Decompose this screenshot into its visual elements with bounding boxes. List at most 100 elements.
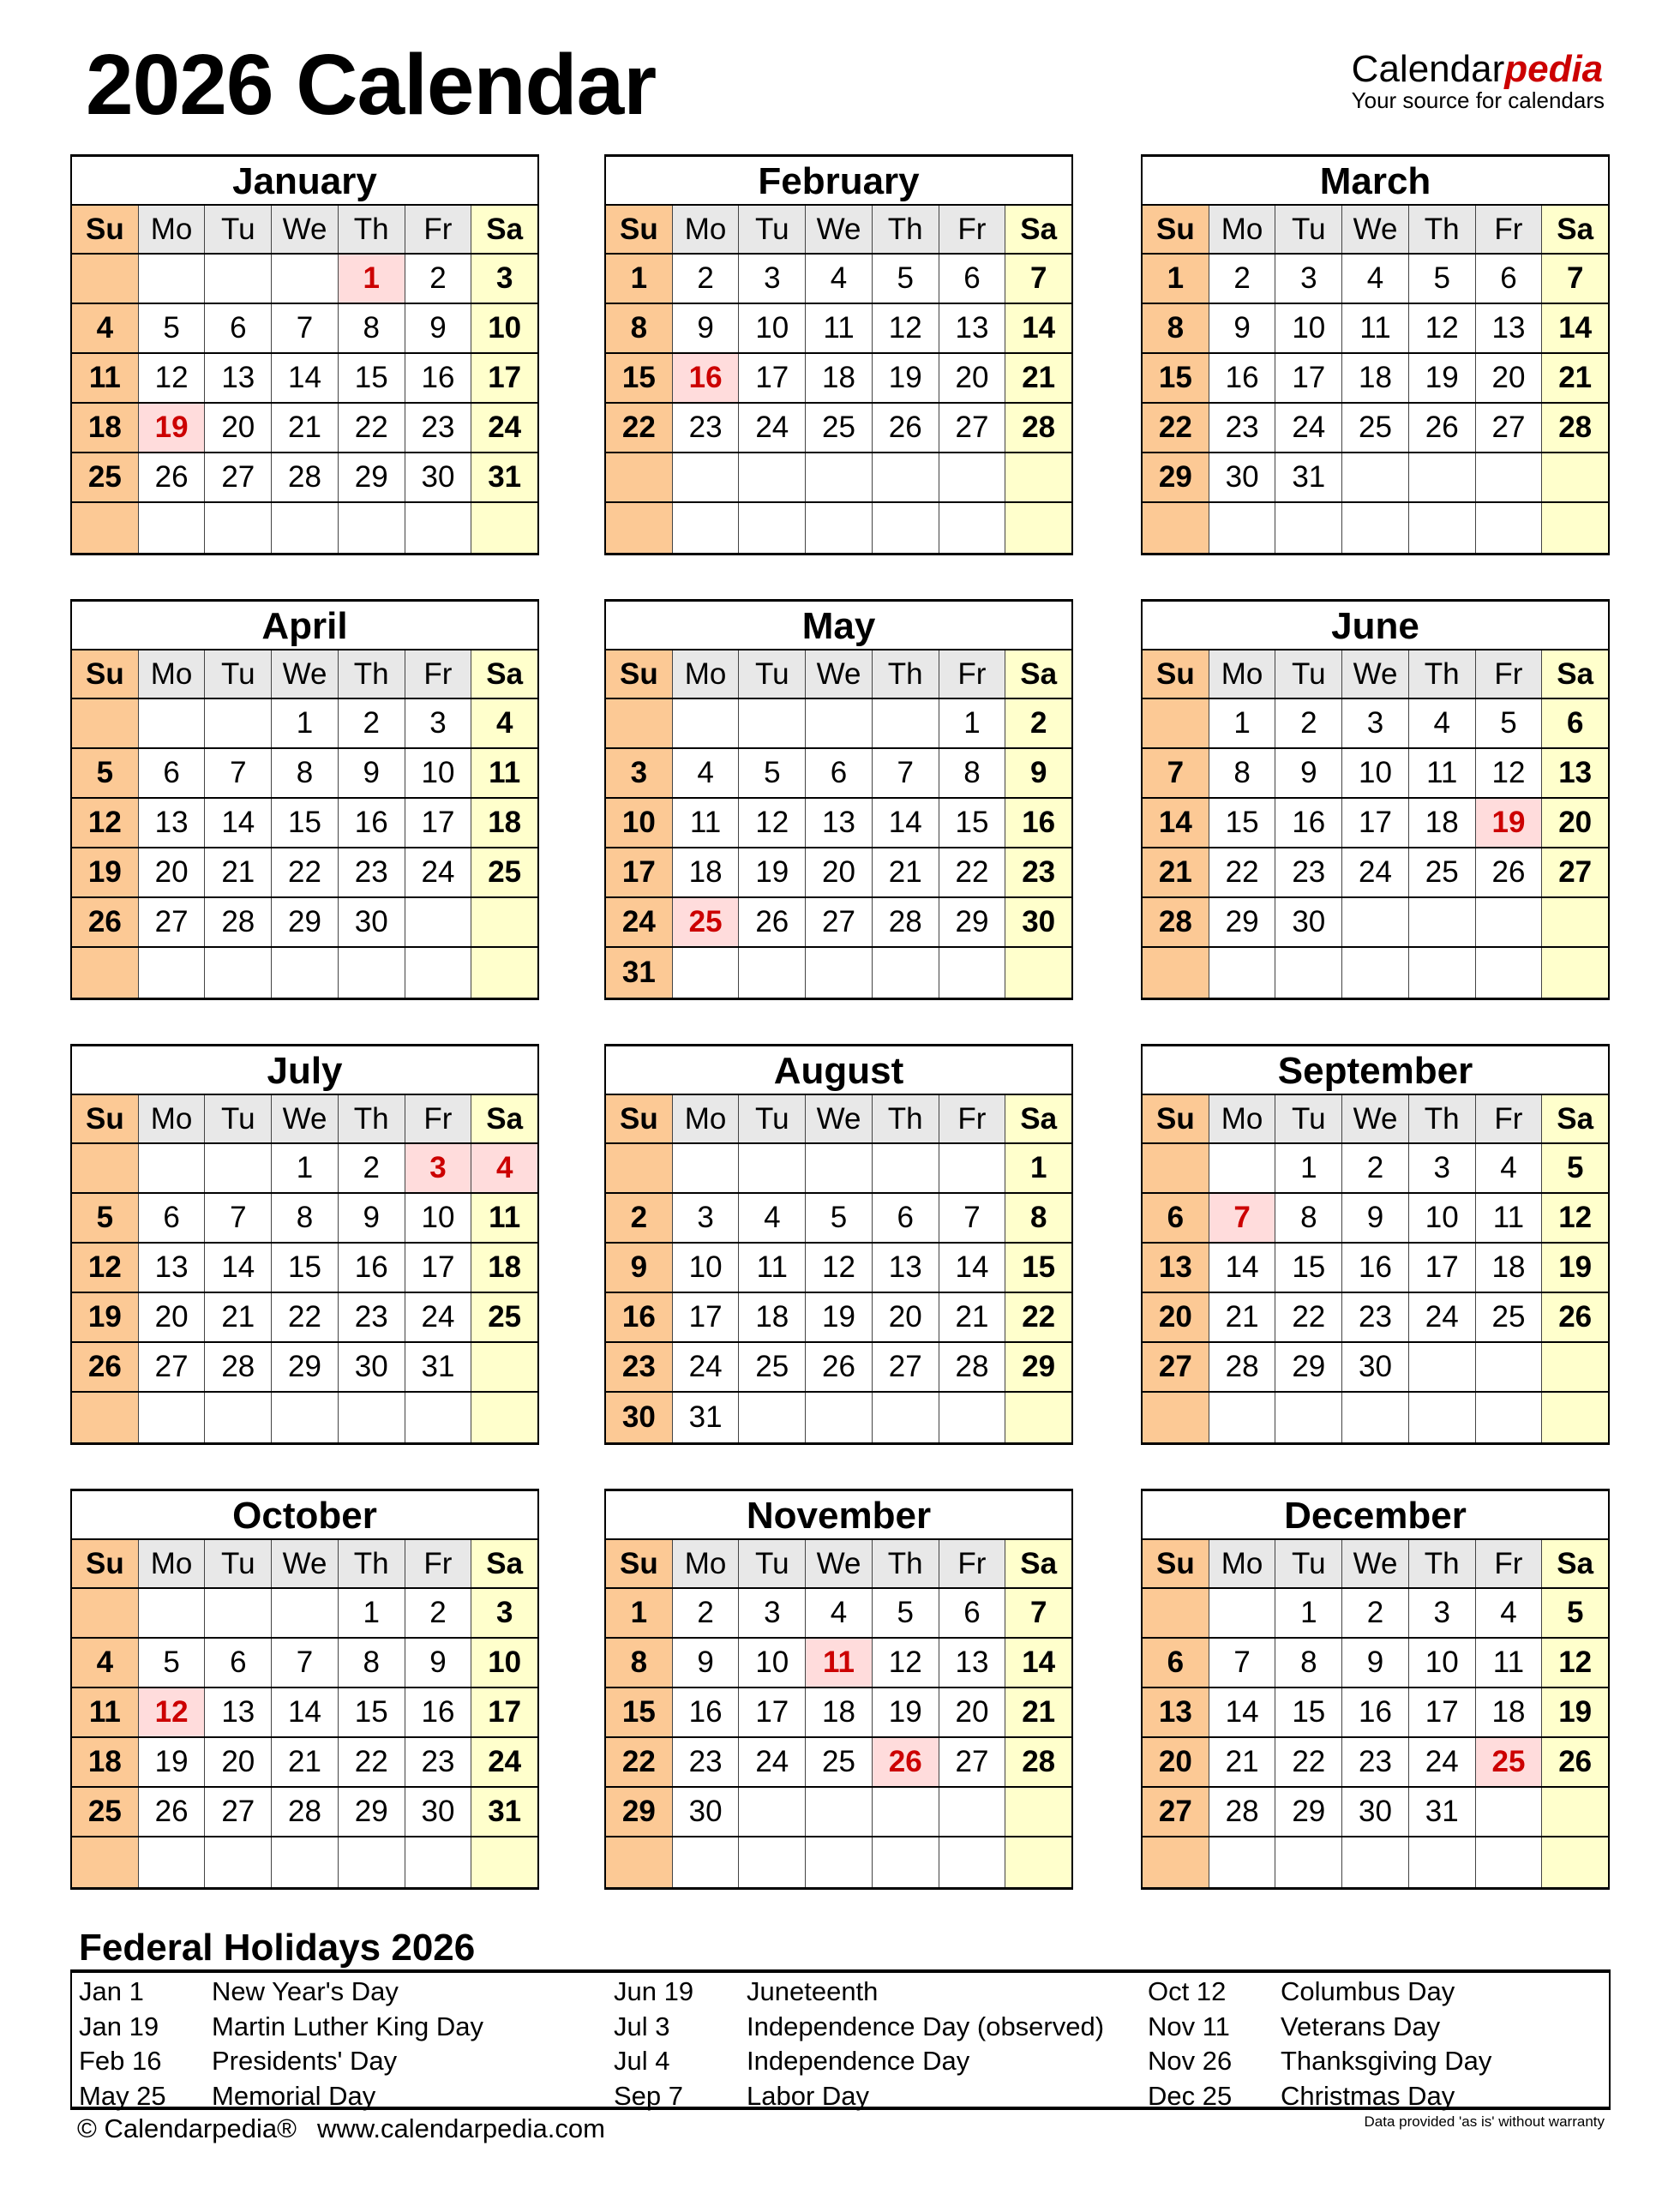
day-cell[interactable]: 4 — [1476, 1144, 1543, 1192]
day-cell[interactable]: 2 — [405, 255, 472, 303]
day-cell[interactable]: 23 — [1005, 848, 1072, 896]
day-cell[interactable]: 22 — [939, 848, 1006, 896]
website-link[interactable]: www.calendarpedia.com — [316, 2113, 605, 2143]
day-cell[interactable]: 11 — [1409, 749, 1476, 797]
day-cell[interactable]: 24 — [1409, 1738, 1476, 1786]
day-cell[interactable]: 18 — [673, 848, 740, 896]
day-cell[interactable]: 8 — [1209, 749, 1276, 797]
day-cell[interactable]: 26 — [739, 898, 807, 946]
holiday-day-cell[interactable]: 25 — [1475, 1738, 1543, 1786]
day-cell[interactable]: 26 — [1476, 848, 1543, 896]
day-cell[interactable]: 17 — [1409, 1244, 1476, 1292]
day-cell[interactable]: 18 — [72, 1738, 139, 1786]
day-cell[interactable]: 20 — [1542, 799, 1609, 847]
day-cell[interactable]: 10 — [739, 1639, 807, 1687]
day-cell[interactable]: 21 — [1143, 848, 1209, 896]
day-cell[interactable]: 27 — [939, 1738, 1006, 1786]
day-cell[interactable]: 16 — [339, 1244, 405, 1292]
day-cell[interactable]: 14 — [1005, 304, 1072, 352]
day-cell[interactable]: 23 — [673, 404, 740, 452]
day-cell[interactable]: 2 — [405, 1589, 472, 1637]
day-cell[interactable]: 28 — [1209, 1788, 1276, 1836]
day-cell[interactable]: 16 — [1342, 1244, 1409, 1292]
day-cell[interactable]: 19 — [739, 848, 807, 896]
day-cell[interactable]: 1 — [939, 699, 1006, 747]
day-cell[interactable]: 6 — [139, 1194, 206, 1242]
day-cell[interactable]: 30 — [339, 1343, 405, 1391]
day-cell[interactable]: 14 — [1005, 1639, 1072, 1687]
day-cell[interactable]: 13 — [1476, 304, 1543, 352]
day-cell[interactable]: 22 — [272, 848, 339, 896]
holiday-day-cell[interactable]: 7 — [1209, 1194, 1276, 1242]
day-cell[interactable]: 14 — [939, 1244, 1006, 1292]
day-cell[interactable]: 28 — [1005, 1738, 1072, 1786]
day-cell[interactable]: 10 — [405, 749, 472, 797]
day-cell[interactable]: 3 — [1275, 255, 1343, 303]
day-cell[interactable]: 9 — [405, 304, 472, 352]
day-cell[interactable]: 29 — [272, 1343, 339, 1391]
day-cell[interactable]: 5 — [72, 1194, 139, 1242]
day-cell[interactable]: 6 — [873, 1194, 939, 1242]
day-cell[interactable]: 12 — [72, 1244, 139, 1292]
day-cell[interactable]: 30 — [1209, 453, 1276, 501]
day-cell[interactable]: 12 — [1476, 749, 1543, 797]
day-cell[interactable]: 11 — [72, 354, 139, 402]
holiday-day-cell[interactable]: 3 — [405, 1144, 472, 1192]
day-cell[interactable]: 2 — [339, 699, 405, 747]
day-cell[interactable]: 11 — [1476, 1639, 1543, 1687]
day-cell[interactable]: 24 — [405, 1293, 472, 1341]
day-cell[interactable]: 11 — [471, 1194, 538, 1242]
day-cell[interactable]: 21 — [272, 404, 339, 452]
day-cell[interactable]: 19 — [1409, 354, 1476, 402]
day-cell[interactable]: 8 — [1143, 304, 1209, 352]
day-cell[interactable]: 3 — [471, 255, 538, 303]
day-cell[interactable]: 18 — [1409, 799, 1476, 847]
day-cell[interactable]: 30 — [1342, 1343, 1409, 1391]
day-cell[interactable]: 28 — [1542, 404, 1609, 452]
day-cell[interactable]: 29 — [1275, 1788, 1343, 1836]
day-cell[interactable]: 17 — [1342, 799, 1409, 847]
day-cell[interactable]: 17 — [405, 799, 472, 847]
day-cell[interactable]: 6 — [1542, 699, 1609, 747]
day-cell[interactable]: 11 — [1476, 1194, 1543, 1242]
day-cell[interactable]: 24 — [405, 848, 472, 896]
day-cell[interactable]: 8 — [272, 1194, 339, 1242]
day-cell[interactable]: 23 — [673, 1738, 740, 1786]
day-cell[interactable]: 28 — [873, 898, 939, 946]
day-cell[interactable]: 16 — [339, 799, 405, 847]
day-cell[interactable]: 21 — [205, 1293, 273, 1341]
day-cell[interactable]: 20 — [139, 848, 206, 896]
day-cell[interactable]: 29 — [272, 898, 339, 946]
holiday-day-cell[interactable]: 4 — [471, 1144, 538, 1192]
day-cell[interactable]: 4 — [673, 749, 740, 797]
day-cell[interactable]: 29 — [1005, 1343, 1072, 1391]
day-cell[interactable]: 5 — [139, 304, 206, 352]
day-cell[interactable]: 10 — [673, 1244, 740, 1292]
day-cell[interactable]: 22 — [339, 1738, 405, 1786]
day-cell[interactable]: 22 — [272, 1293, 339, 1341]
day-cell[interactable]: 24 — [1409, 1293, 1476, 1341]
day-cell[interactable]: 6 — [939, 1589, 1006, 1637]
day-cell[interactable]: 9 — [339, 749, 405, 797]
day-cell[interactable]: 13 — [939, 304, 1006, 352]
day-cell[interactable]: 12 — [1409, 304, 1476, 352]
day-cell[interactable]: 2 — [1209, 255, 1276, 303]
day-cell[interactable]: 3 — [673, 1194, 740, 1242]
day-cell[interactable]: 20 — [205, 1738, 273, 1786]
day-cell[interactable]: 1 — [606, 255, 673, 303]
day-cell[interactable]: 18 — [1476, 1688, 1543, 1736]
day-cell[interactable]: 10 — [1275, 304, 1343, 352]
holiday-day-cell[interactable]: 19 — [1475, 799, 1543, 847]
day-cell[interactable]: 21 — [205, 848, 273, 896]
day-cell[interactable]: 21 — [939, 1293, 1006, 1341]
day-cell[interactable]: 2 — [673, 1589, 740, 1637]
day-cell[interactable]: 15 — [272, 1244, 339, 1292]
day-cell[interactable]: 7 — [1542, 255, 1609, 303]
day-cell[interactable]: 3 — [1342, 699, 1409, 747]
day-cell[interactable]: 20 — [1143, 1738, 1209, 1786]
day-cell[interactable]: 27 — [205, 1788, 273, 1836]
day-cell[interactable]: 16 — [1342, 1688, 1409, 1736]
day-cell[interactable]: 2 — [1005, 699, 1072, 747]
day-cell[interactable]: 10 — [606, 799, 673, 847]
day-cell[interactable]: 7 — [1005, 1589, 1072, 1637]
